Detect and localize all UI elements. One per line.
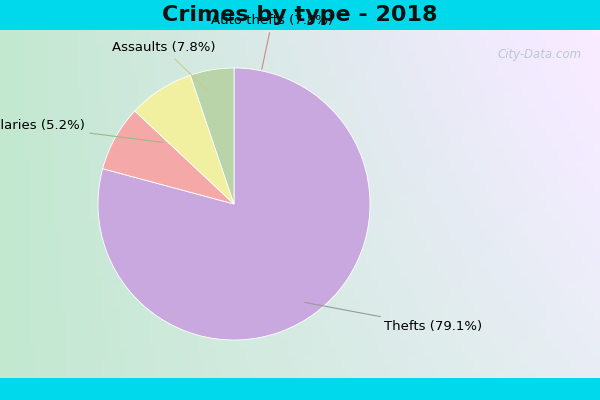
Wedge shape xyxy=(135,75,234,204)
Text: Crimes by type - 2018: Crimes by type - 2018 xyxy=(162,5,438,25)
Wedge shape xyxy=(190,68,234,204)
Wedge shape xyxy=(98,68,370,340)
Text: Burglaries (5.2%): Burglaries (5.2%) xyxy=(0,119,163,142)
Text: City-Data.com: City-Data.com xyxy=(498,48,582,61)
Text: Assaults (7.8%): Assaults (7.8%) xyxy=(112,41,215,90)
Text: Auto thefts (7.8%): Auto thefts (7.8%) xyxy=(211,14,333,69)
Text: Thefts (79.1%): Thefts (79.1%) xyxy=(305,302,482,333)
Wedge shape xyxy=(103,111,234,204)
